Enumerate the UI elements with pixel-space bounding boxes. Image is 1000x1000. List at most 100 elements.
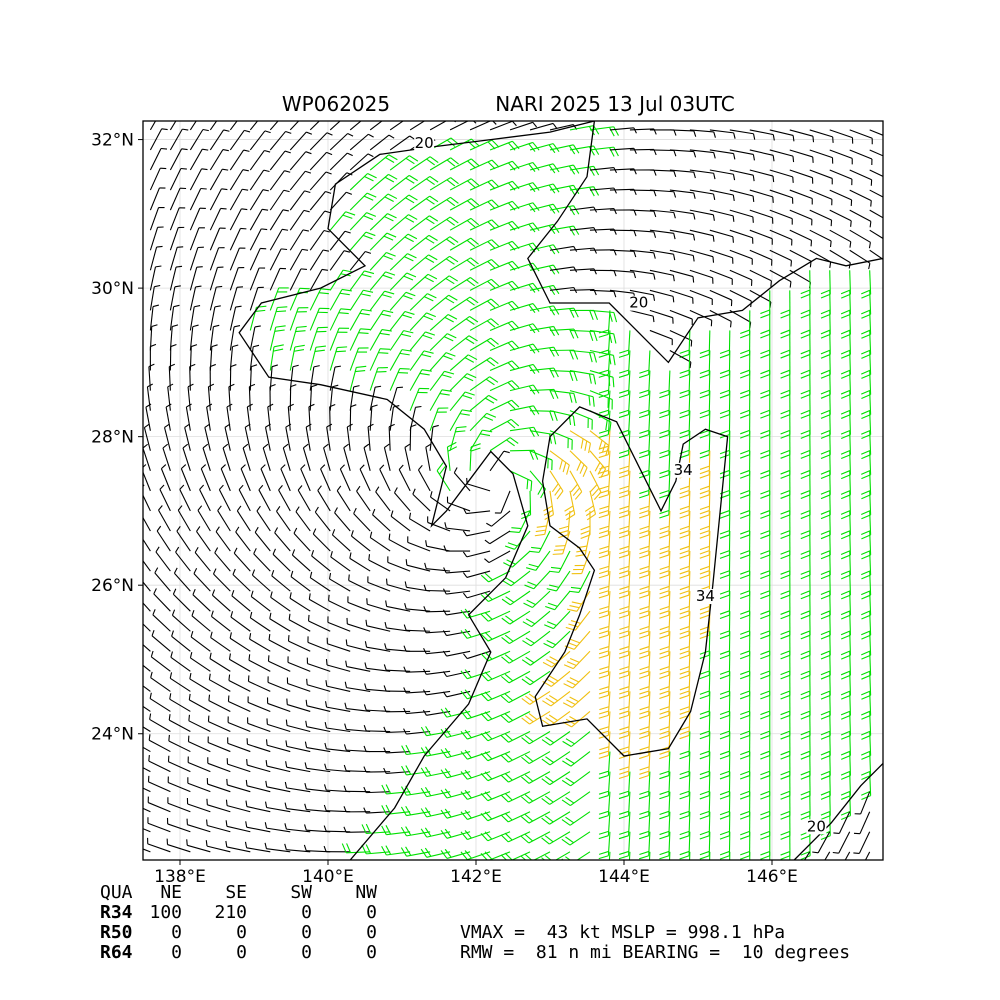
wind-barb (440, 768, 471, 779)
wind-barb (719, 450, 731, 479)
wind-barb (740, 791, 751, 820)
wind-barb (469, 139, 500, 151)
x-tick-label-0: 138°E (154, 867, 206, 887)
wind-barb (549, 245, 578, 252)
wind-barb (729, 851, 731, 860)
wind-barb (679, 410, 691, 439)
wind-barb (469, 259, 500, 271)
wind-barb (349, 173, 377, 191)
wind-barb (245, 800, 271, 813)
wind-barb (469, 318, 500, 331)
wind-barb (709, 149, 736, 160)
wind-barb (500, 690, 531, 704)
wind-barb (422, 689, 451, 696)
wind-barb (197, 505, 211, 532)
wind-barb (480, 811, 511, 822)
wind-barb (800, 490, 811, 520)
wind-barb (520, 831, 551, 844)
wind-barb (789, 129, 815, 143)
wind-barb (449, 158, 480, 171)
wind-barb (598, 410, 611, 439)
wind-barb (389, 330, 414, 351)
wind-barb (375, 486, 391, 512)
wind-barb (169, 148, 188, 171)
wind-barb (780, 651, 791, 680)
wind-barb (480, 690, 511, 702)
wind-barb (229, 632, 251, 652)
wind-barb (800, 751, 811, 780)
wind-barb (423, 627, 451, 634)
wind-barb (618, 550, 631, 579)
wind-barb (534, 510, 551, 537)
wind-barb (800, 370, 811, 399)
wind-barb (803, 851, 811, 860)
wind-barb (206, 798, 231, 813)
wind-barb (524, 570, 551, 590)
wind-barb (500, 771, 531, 783)
wind-barb (719, 591, 731, 620)
wind-barb (589, 390, 613, 410)
wind-barb (408, 512, 431, 532)
wind-barb (229, 227, 247, 251)
wind-barb (449, 296, 479, 311)
wind-barb (151, 629, 171, 652)
wind-barb (760, 530, 771, 560)
wind-barb (549, 390, 577, 404)
wind-barb (249, 633, 271, 652)
wind-barb (760, 631, 771, 660)
wind-barb (206, 778, 231, 793)
wind-barb (789, 851, 791, 860)
wind-barb (489, 437, 519, 452)
wind-barb (840, 611, 852, 640)
wind-barb (401, 744, 431, 756)
y-tick-label-4: 32°N (91, 131, 134, 151)
wind-barb (699, 470, 711, 499)
wind-barb (228, 674, 251, 692)
wind-barb (389, 349, 412, 371)
wind-barb (173, 567, 191, 592)
wind-barb (159, 484, 171, 512)
wind-barb (840, 290, 852, 319)
wind-barb (699, 530, 711, 559)
wind-barb (231, 589, 251, 612)
wind-barb (820, 571, 831, 600)
wind-barb (469, 219, 500, 231)
wind-barb (719, 751, 731, 780)
wind-barb (780, 370, 791, 399)
wind-barb (861, 530, 872, 560)
wind-barb (689, 309, 713, 327)
wind-barb (649, 269, 675, 282)
wind-barb (669, 149, 697, 158)
wind-barb (443, 567, 471, 574)
wind-barb (194, 547, 211, 572)
wind-barb (449, 391, 475, 412)
wind-barb (210, 631, 231, 652)
wind-barb (240, 464, 251, 492)
wind-barb (569, 349, 598, 363)
wind-barb (820, 671, 831, 700)
wind-barb (180, 464, 191, 492)
wind-barb (709, 169, 736, 181)
wind-barb (740, 450, 751, 479)
wind-barb (409, 254, 438, 271)
wind-barb (440, 808, 471, 819)
wind-barb (282, 443, 291, 471)
wind-barb (659, 771, 671, 800)
wind-barb (422, 709, 451, 716)
wind-barb (209, 285, 223, 311)
wind-barb (186, 839, 211, 853)
wind-barb (442, 588, 471, 595)
wind-barb (423, 648, 451, 655)
wind-barb (169, 672, 191, 692)
wind-barb (247, 696, 271, 712)
wind-barb (659, 470, 671, 499)
wind-barb (469, 429, 493, 452)
wind-barb (192, 588, 211, 612)
wind-barb (800, 530, 811, 560)
wind-barb (346, 423, 353, 451)
wind-barb (500, 791, 531, 803)
wind-barb (256, 505, 271, 532)
wind-barb (780, 410, 791, 439)
wind-barb (209, 129, 230, 151)
wind-barb (749, 851, 751, 860)
